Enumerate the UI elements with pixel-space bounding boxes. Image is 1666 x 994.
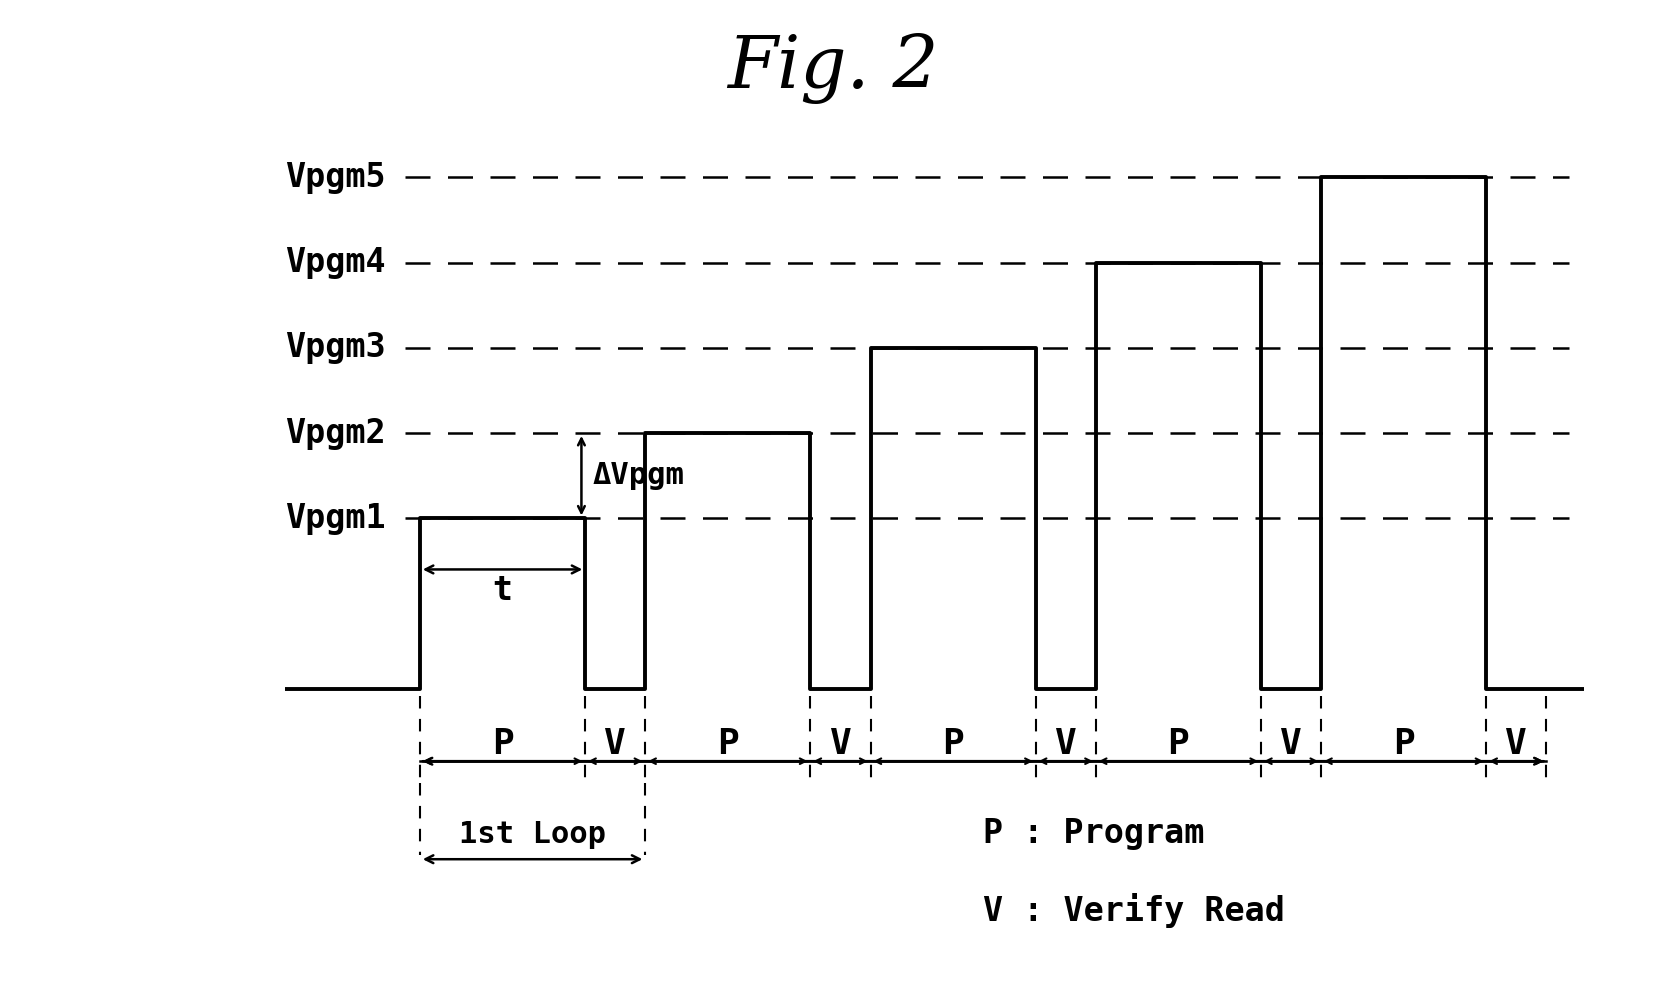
- Text: P: P: [491, 728, 513, 761]
- Text: P: P: [943, 728, 965, 761]
- Text: V: V: [1055, 728, 1076, 761]
- Text: V: V: [1279, 728, 1301, 761]
- Text: Vpgm5: Vpgm5: [285, 161, 387, 194]
- Text: 1st Loop: 1st Loop: [460, 820, 606, 849]
- Text: Vpgm2: Vpgm2: [285, 416, 387, 449]
- Text: P: P: [1168, 728, 1190, 761]
- Text: P: P: [1393, 728, 1414, 761]
- Text: V: V: [1506, 728, 1528, 761]
- Text: Vpgm4: Vpgm4: [285, 247, 387, 279]
- Text: P : Program: P : Program: [983, 817, 1205, 850]
- Text: V: V: [830, 728, 851, 761]
- Text: Vpgm1: Vpgm1: [285, 502, 387, 535]
- Text: V: V: [605, 728, 626, 761]
- Text: Vpgm3: Vpgm3: [285, 331, 387, 365]
- Text: Fig. 2: Fig. 2: [728, 33, 938, 103]
- Text: ΔVpgm: ΔVpgm: [593, 461, 685, 490]
- Text: t: t: [493, 574, 513, 606]
- Text: P: P: [716, 728, 738, 761]
- Text: V : Verify Read: V : Verify Read: [983, 894, 1284, 928]
